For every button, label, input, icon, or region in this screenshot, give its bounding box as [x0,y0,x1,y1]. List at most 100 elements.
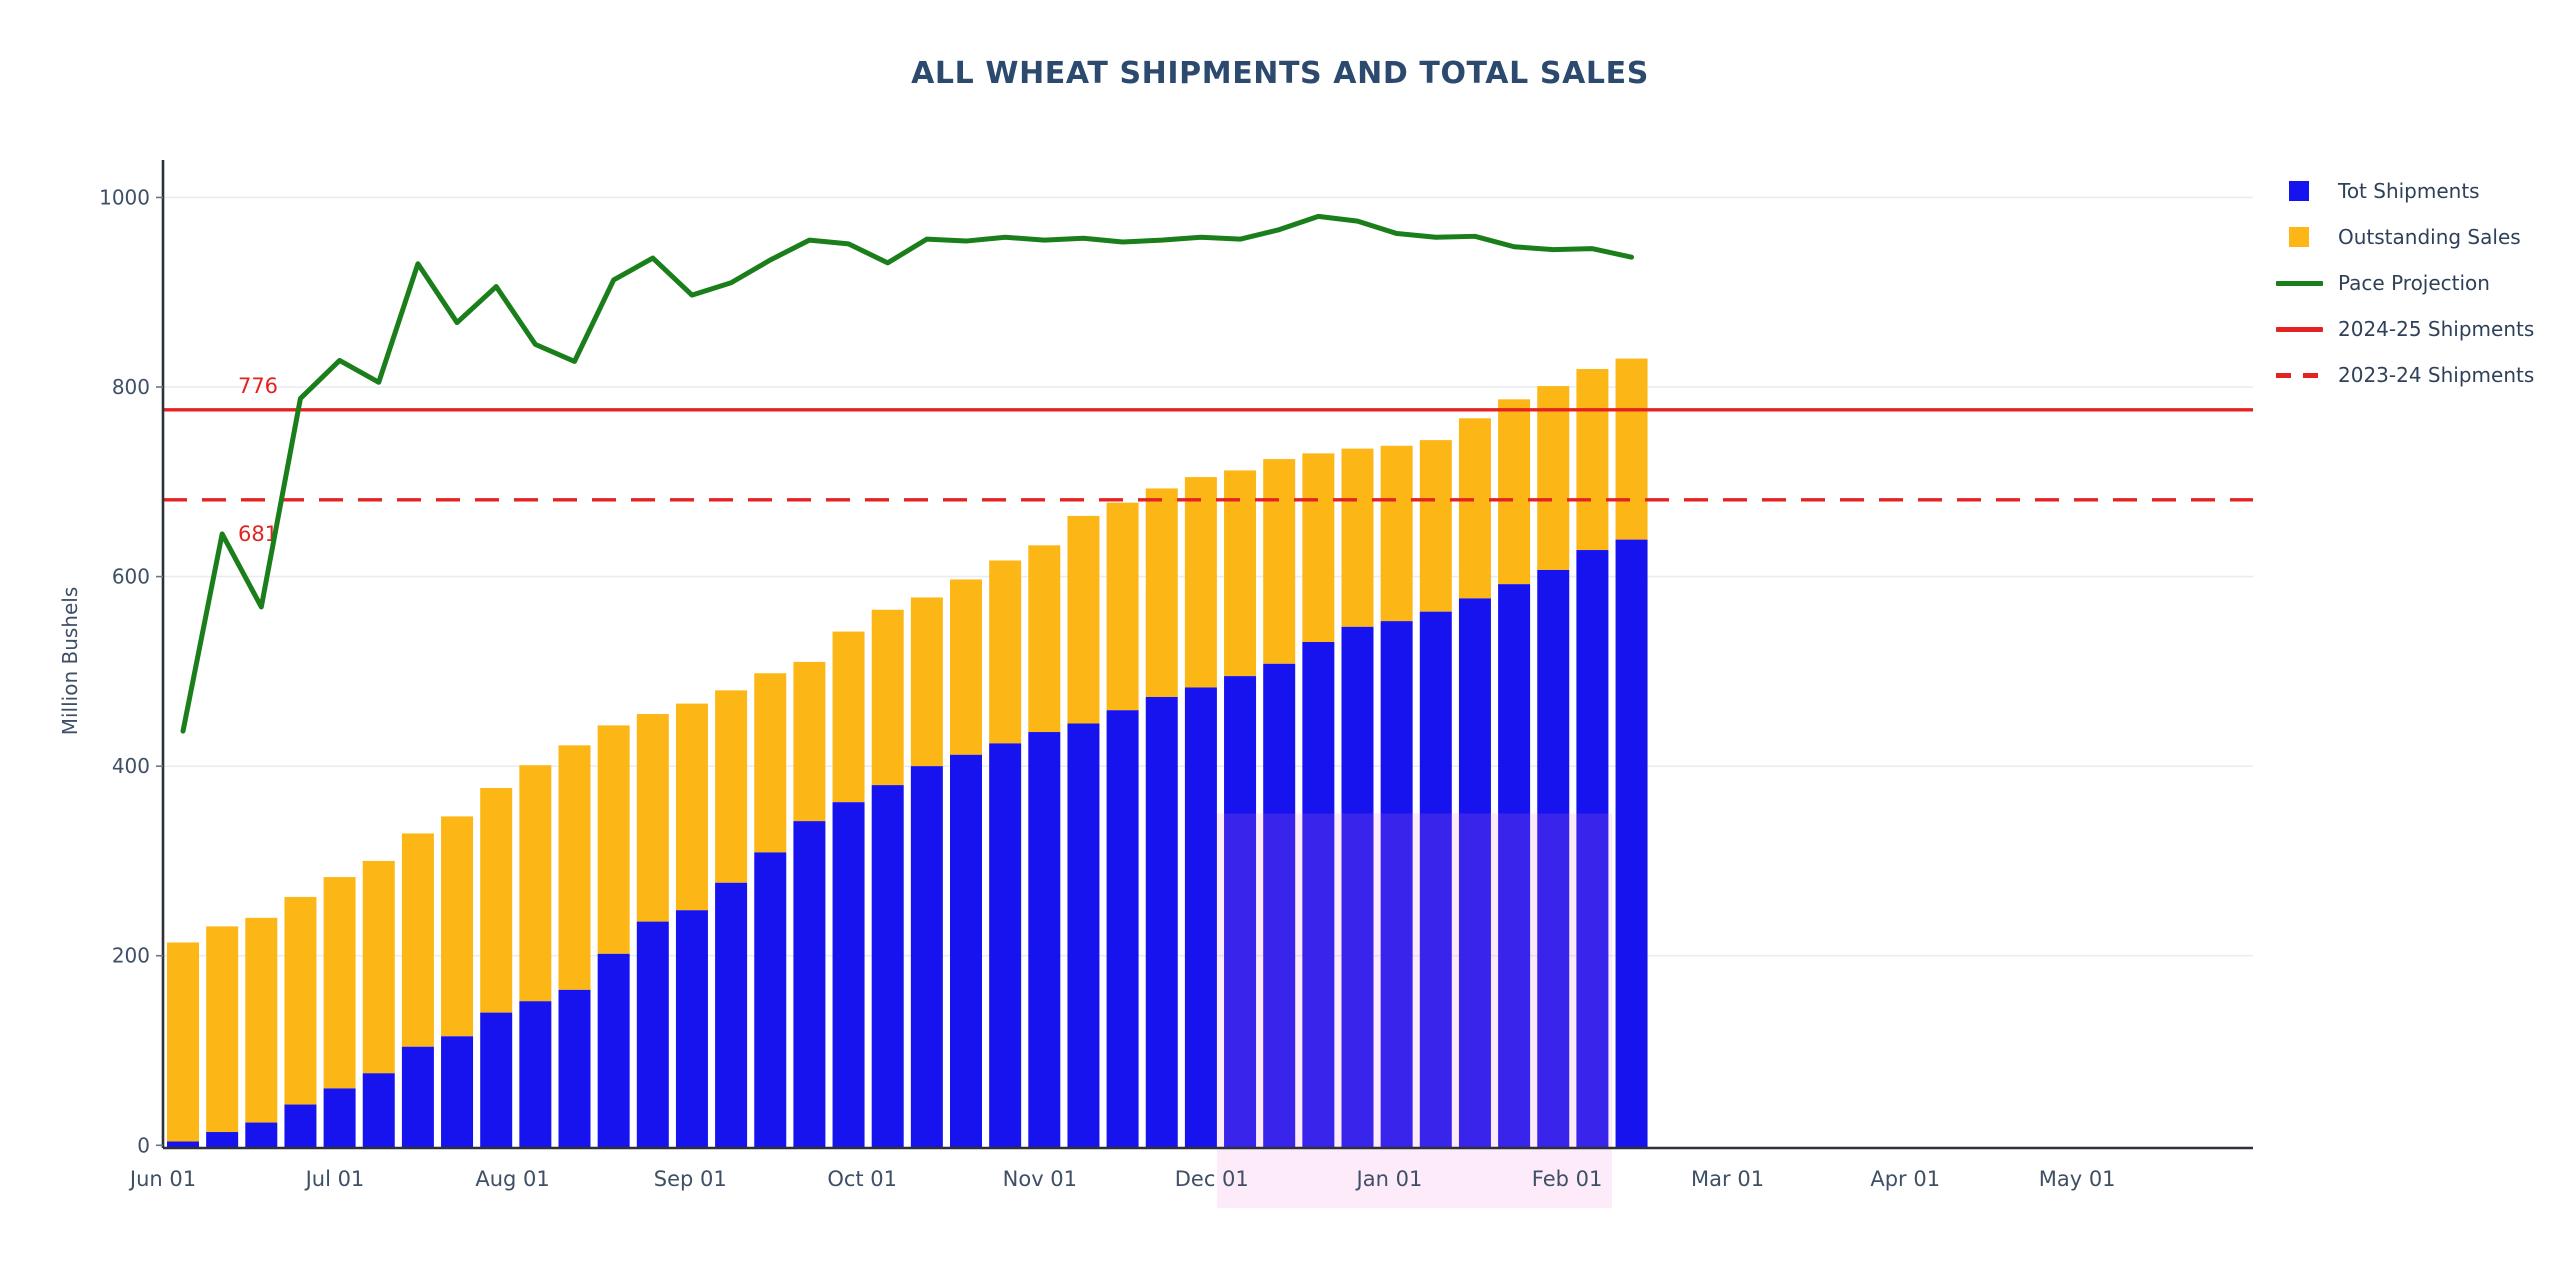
bar-outstanding-sales[interactable] [558,745,591,990]
bar-outstanding-sales[interactable] [1498,399,1531,585]
bar-tot-shipments[interactable] [1537,569,1570,1147]
legend-item-tot-shipments[interactable]: Tot Shipments [2276,168,2558,214]
bar-outstanding-sales[interactable] [1576,369,1609,551]
legend-item-2023-24-shipments[interactable]: 2023-24 Shipments [2276,352,2558,398]
x-tick-label: Jan 01 [1355,1167,1423,1191]
bar-outstanding-sales[interactable] [832,631,865,803]
bar-tot-shipments[interactable] [362,1073,395,1147]
bar-tot-shipments[interactable] [1380,621,1413,1147]
bar-outstanding-sales[interactable] [1224,470,1257,677]
bar-tot-shipments[interactable] [1341,626,1374,1147]
bar-tot-shipments[interactable] [401,1046,434,1147]
legend-swatch-wrap [2276,227,2323,247]
bar-outstanding-sales[interactable] [597,725,630,954]
y-tick-label: 400 [112,754,150,778]
bar-tot-shipments[interactable] [1028,732,1061,1147]
bar-outstanding-sales[interactable] [362,860,395,1074]
bar-outstanding-sales[interactable] [441,816,474,1037]
bar-outstanding-sales[interactable] [284,896,317,1105]
bar-tot-shipments[interactable] [1067,723,1100,1147]
bar-outstanding-sales[interactable] [245,917,278,1123]
bar-tot-shipments[interactable] [597,953,630,1147]
legend-swatch-wrap [2276,280,2323,286]
bar-outstanding-sales[interactable] [793,661,826,822]
bar-outstanding-sales[interactable] [1458,418,1491,599]
bar-outstanding-sales[interactable] [871,609,904,786]
bar-tot-shipments[interactable] [793,821,826,1147]
pace-projection-line [180,213,1635,734]
reference-line-label: 776 [238,374,278,398]
bar-outstanding-sales[interactable] [167,942,199,1142]
legend-swatch-wrap [2276,372,2323,378]
bar-tot-shipments[interactable] [1302,641,1335,1147]
bar-tot-shipments[interactable] [206,1132,239,1147]
chart-title: ALL WHEAT SHIPMENTS AND TOTAL SALES [911,56,1649,91]
bar-tot-shipments[interactable] [558,989,591,1147]
bar-tot-shipments[interactable] [1615,539,1648,1147]
bar-outstanding-sales[interactable] [1615,358,1648,540]
bar-tot-shipments[interactable] [480,1012,513,1147]
bar-outstanding-sales[interactable] [950,579,982,755]
legend-item-outstanding-sales[interactable]: Outstanding Sales [2276,214,2558,260]
bar-tot-shipments[interactable] [1419,611,1452,1147]
bar-tot-shipments[interactable] [441,1036,474,1147]
bar-tot-shipments[interactable] [832,802,865,1147]
y-tick-label: 1000 [99,185,150,209]
x-tick-label: Jul 01 [304,1167,365,1191]
legend-item-pace-projection[interactable]: Pace Projection [2276,260,2558,306]
bar-outstanding-sales[interactable] [1380,445,1413,622]
bar-tot-shipments[interactable] [1224,676,1257,1147]
x-tick-label: Sep 01 [654,1167,727,1191]
bar-outstanding-sales[interactable] [754,673,787,853]
bar-tot-shipments[interactable] [284,1104,317,1147]
bar-tot-shipments[interactable] [1106,710,1139,1147]
bar-outstanding-sales[interactable] [1067,515,1100,724]
bar-tot-shipments[interactable] [519,1001,552,1147]
y-tick-label: 800 [112,375,150,399]
bar-outstanding-sales[interactable] [1537,386,1570,570]
legend-item-label: Pace Projection [2338,271,2490,295]
bar-tot-shipments[interactable] [675,910,708,1147]
bar-outstanding-sales[interactable] [989,560,1022,744]
bar-outstanding-sales[interactable] [206,926,239,1133]
bar-tot-shipments[interactable] [1263,663,1296,1147]
bar-outstanding-sales[interactable] [715,690,748,883]
bar-tot-shipments[interactable] [323,1088,356,1147]
bar-outstanding-sales[interactable] [480,787,513,1013]
bar-tot-shipments[interactable] [1498,584,1531,1147]
bar-tot-shipments[interactable] [1184,687,1217,1147]
bar-outstanding-sales[interactable] [323,877,356,1089]
bar-outstanding-sales[interactable] [1419,440,1452,612]
legend-item-2024-25-shipments[interactable]: 2024-25 Shipments [2276,306,2558,352]
bar-outstanding-sales[interactable] [1184,477,1217,688]
bar-outstanding-sales[interactable] [1302,453,1335,642]
bar-tot-shipments[interactable] [1458,598,1491,1147]
bar-tot-shipments[interactable] [910,766,943,1147]
bar-outstanding-sales[interactable] [910,597,943,767]
bar-tot-shipments[interactable] [636,921,669,1147]
bar-outstanding-sales[interactable] [401,833,434,1047]
bar-tot-shipments[interactable] [989,743,1022,1147]
bar-tot-shipments[interactable] [950,754,982,1147]
bar-outstanding-sales[interactable] [1028,545,1061,733]
bar-outstanding-sales[interactable] [675,703,708,911]
bar-tot-shipments[interactable] [245,1122,278,1147]
bar-outstanding-sales[interactable] [1145,488,1178,697]
legend-square-swatch-icon [2289,227,2309,247]
legend-swatch-wrap [2276,181,2323,201]
bar-tot-shipments[interactable] [1576,550,1609,1147]
bar-tot-shipments[interactable] [754,852,787,1147]
bar-tot-shipments[interactable] [871,785,904,1147]
bar-outstanding-sales[interactable] [1263,459,1296,664]
bar-tot-shipments[interactable] [167,1141,199,1147]
bar-outstanding-sales[interactable] [1341,448,1374,627]
bar-outstanding-sales[interactable] [519,765,552,1002]
bar-outstanding-sales[interactable] [1106,502,1139,711]
bar-tot-shipments[interactable] [715,882,748,1147]
legend-dashed-line-swatch-icon [2276,372,2323,378]
legend-line-swatch-icon [2276,326,2323,332]
bar-outstanding-sales[interactable] [636,714,669,922]
bar-tot-shipments[interactable] [1145,696,1178,1147]
